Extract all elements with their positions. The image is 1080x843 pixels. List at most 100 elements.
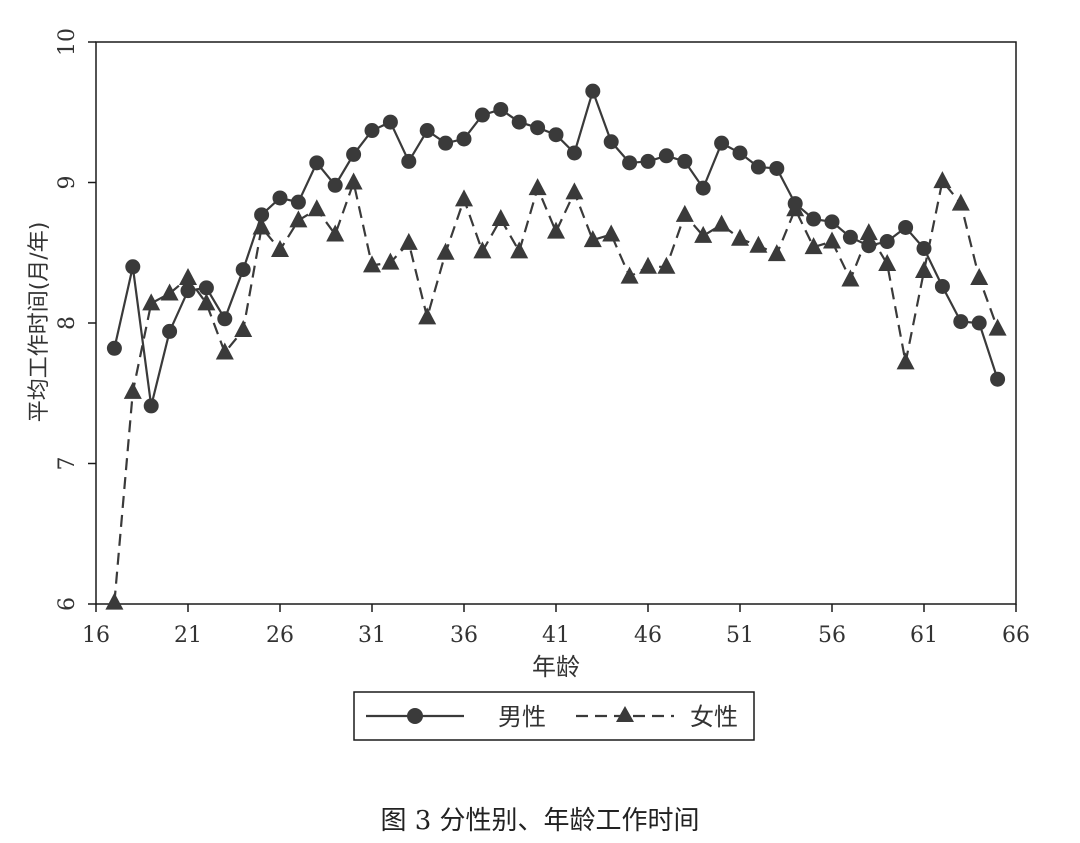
data-point xyxy=(731,228,749,246)
data-point xyxy=(143,398,159,414)
data-point xyxy=(694,225,713,243)
data-point xyxy=(473,241,492,259)
data-point xyxy=(566,145,582,161)
y-tick-label: 10 xyxy=(55,28,80,56)
data-point xyxy=(951,193,970,211)
data-point xyxy=(252,217,271,235)
y-axis-label: 平均工作时间(月/年) xyxy=(27,222,52,423)
data-point xyxy=(583,230,602,248)
data-point xyxy=(639,256,657,274)
data-point xyxy=(934,278,950,294)
data-point xyxy=(105,592,124,610)
legend: 男性 女性 xyxy=(353,691,755,741)
data-point xyxy=(841,269,860,287)
data-point xyxy=(455,189,473,207)
data-point xyxy=(602,224,621,242)
y-tick-label: 9 xyxy=(55,176,80,190)
data-point xyxy=(769,160,785,176)
data-point xyxy=(106,340,122,356)
data-point xyxy=(806,211,822,227)
data-point xyxy=(622,155,638,171)
data-point xyxy=(767,244,786,262)
data-point xyxy=(915,261,933,279)
x-tick-label: 26 xyxy=(266,623,294,648)
data-point xyxy=(160,283,179,301)
data-point xyxy=(898,219,914,235)
series-line xyxy=(113,178,999,603)
data-point xyxy=(585,83,601,99)
data-point xyxy=(272,190,288,206)
data-point xyxy=(712,214,731,232)
data-point xyxy=(896,352,915,370)
data-point xyxy=(327,177,343,193)
data-point xyxy=(289,210,308,228)
data-point xyxy=(988,318,1007,336)
data-point xyxy=(438,135,454,151)
data-point xyxy=(363,255,381,273)
data-point xyxy=(125,259,141,275)
data-point xyxy=(162,323,178,339)
legend-female-label: 女性 xyxy=(690,703,738,731)
data-point xyxy=(180,283,196,299)
data-point xyxy=(217,311,233,327)
data-point xyxy=(197,293,216,311)
data-point xyxy=(142,293,161,311)
y-tick-label: 7 xyxy=(55,457,80,471)
data-point xyxy=(970,268,989,286)
data-point xyxy=(953,314,969,330)
x-tick-label: 36 xyxy=(450,623,478,648)
y-tick-label: 8 xyxy=(55,316,80,330)
data-point xyxy=(474,107,490,123)
data-point xyxy=(732,145,748,161)
data-point xyxy=(401,153,417,169)
data-point xyxy=(309,155,325,171)
data-point xyxy=(491,209,510,227)
data-point xyxy=(493,101,509,117)
data-point xyxy=(510,241,529,259)
x-axis-label: 年龄 xyxy=(532,653,580,681)
data-point xyxy=(547,221,565,239)
data-point xyxy=(179,268,197,286)
data-point xyxy=(603,134,619,150)
x-tick-label: 16 xyxy=(82,623,110,648)
data-point xyxy=(933,171,952,189)
data-point xyxy=(271,239,289,257)
data-point xyxy=(990,371,1006,387)
legend-male-label: 男性 xyxy=(498,703,546,731)
data-point xyxy=(364,123,380,139)
data-point xyxy=(436,242,455,260)
data-point xyxy=(548,127,564,143)
data-point xyxy=(235,262,251,278)
data-point xyxy=(530,120,546,136)
data-point xyxy=(749,235,768,253)
data-point xyxy=(916,241,932,257)
data-point xyxy=(418,307,437,325)
x-tick-label: 46 xyxy=(634,623,662,648)
data-point xyxy=(750,159,766,175)
y-tick-label: 6 xyxy=(55,597,80,611)
x-tick-label: 66 xyxy=(1002,623,1030,648)
x-tick-label: 56 xyxy=(818,623,846,648)
series-layer xyxy=(105,83,1007,610)
data-point xyxy=(326,224,345,242)
data-point xyxy=(198,280,214,296)
data-point xyxy=(620,266,639,284)
data-point xyxy=(399,232,418,250)
data-point xyxy=(879,234,895,250)
data-point xyxy=(714,135,730,151)
data-point xyxy=(123,381,142,399)
data-point xyxy=(511,114,527,130)
data-point xyxy=(804,237,823,255)
data-point xyxy=(528,178,547,196)
data-point xyxy=(381,252,400,270)
data-point xyxy=(842,229,858,245)
figure-caption: 图 3 分性别、年龄工作时间 xyxy=(380,806,700,836)
plot-frame xyxy=(95,41,1017,605)
data-point xyxy=(878,253,897,271)
data-point xyxy=(786,199,805,217)
data-point xyxy=(971,315,987,331)
data-point xyxy=(344,172,363,190)
data-point xyxy=(824,214,840,230)
